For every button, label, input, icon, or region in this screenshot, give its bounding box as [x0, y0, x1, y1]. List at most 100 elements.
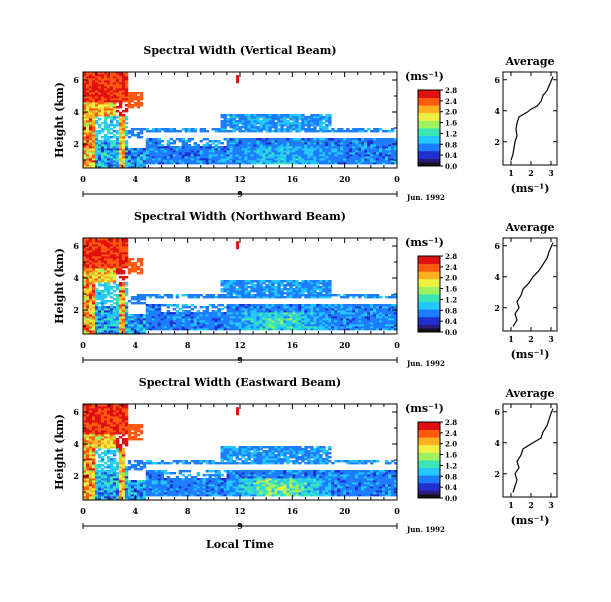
x-tick-label: 0: [394, 174, 400, 184]
heatmap-cell: [215, 296, 218, 298]
heatmap-cell: [131, 296, 134, 298]
x-tick-label: 20: [339, 174, 351, 184]
heatmap-cell: [170, 312, 173, 314]
heatmap-cell: [337, 128, 340, 130]
heatmap-cell: [176, 294, 179, 296]
heatmap-cell: [128, 130, 131, 132]
heatmap-cell: [194, 142, 197, 144]
heatmap-cell: [364, 138, 367, 140]
heatmap-cell: [119, 276, 122, 278]
heatmap-cell: [110, 136, 113, 138]
heatmap-cell: [358, 304, 361, 306]
heatmap-cell: [173, 128, 176, 130]
heatmap-cell: [203, 128, 206, 130]
heatmap-cell: [239, 114, 242, 116]
heatmap-cell: [382, 130, 385, 132]
heatmap-cell: [161, 304, 164, 306]
heatmap-cell: [352, 138, 355, 140]
heatmap-cell: [298, 122, 301, 124]
heatmap-cell: [98, 470, 101, 472]
heatmap-cell: [188, 294, 191, 296]
colorbar-tick-label: 2.0: [445, 274, 457, 283]
heatmap-cell: [274, 280, 277, 282]
heatmap-cell: [176, 130, 179, 132]
heatmap-cell: [98, 118, 101, 120]
heatmap-cell: [107, 136, 110, 138]
heatmap-cell: [173, 308, 176, 310]
heatmap-cell: [304, 116, 307, 118]
heatmap-cell: [155, 128, 158, 130]
heatmap-cell: [134, 102, 137, 104]
heatmap-cell: [239, 280, 242, 282]
heatmap-cell: [116, 294, 119, 296]
x-tick-label: 0: [394, 340, 400, 350]
heatmap-cell: [358, 138, 361, 140]
heatmap-cell: [259, 280, 262, 282]
heatmap-cell: [140, 268, 143, 270]
average-x-tick-label: 1: [508, 334, 514, 344]
heatmap-cell: [367, 294, 370, 296]
average-y-tick-label: 4: [494, 272, 500, 282]
heatmap-cell: [337, 294, 340, 296]
heatmap-cell: [137, 148, 140, 150]
heatmap-cell: [286, 114, 289, 116]
heatmap-cell: [289, 304, 292, 306]
x-tick-label: 16: [287, 340, 299, 350]
heatmap-cell: [221, 304, 224, 306]
average-x-tick-label: 1: [508, 168, 514, 178]
heatmap-cell: [188, 306, 191, 308]
heatmap-cell: [373, 304, 376, 306]
heatmap-cell: [310, 304, 313, 306]
heatmap-cell: [212, 146, 215, 148]
heatmap-cell: [367, 304, 370, 306]
heatmap-cell: [391, 294, 394, 296]
heatmap-cell: [224, 294, 227, 296]
heatmap-cell: [265, 280, 268, 282]
heatmap-cell: [200, 306, 203, 308]
heatmap-cell: [98, 130, 101, 132]
heatmap-cell: [274, 114, 277, 116]
heatmap-cell: [98, 306, 101, 308]
heatmap-cell: [101, 290, 104, 292]
heatmap-cell: [325, 304, 328, 306]
heatmap-cell: [122, 282, 125, 284]
heatmap-cell: [98, 454, 101, 456]
y-tick-label: 4: [73, 107, 79, 117]
heatmap-cell: [110, 292, 113, 294]
heatmap-cell: [236, 280, 239, 282]
heatmap-cell: [277, 138, 280, 140]
y-tick-label: 2: [73, 305, 79, 315]
heatmap-cell: [197, 294, 200, 296]
heatmap-cell: [358, 128, 361, 130]
heatmap-cell: [113, 124, 116, 126]
heatmap-cell: [313, 138, 316, 140]
heatmap-cell: [143, 314, 146, 316]
heatmap-cell: [146, 304, 149, 306]
heatmap-cell: [191, 128, 194, 130]
heatmap-cell: [170, 294, 173, 296]
heatmap-cell: [104, 134, 107, 136]
heatmap-cell: [155, 294, 158, 296]
heatmap-cell: [316, 138, 319, 140]
heatmap-cell: [230, 138, 233, 140]
average-x-label: (ms⁻¹): [511, 182, 550, 195]
heatmap-cell: [376, 138, 379, 140]
panel-title: Spectral Width (Eastward Beam): [139, 376, 341, 389]
heatmap-cell: [95, 302, 98, 304]
heatmap-cell: [286, 288, 289, 290]
heatmap-cell: [224, 312, 227, 314]
heatmap-cell: [140, 148, 143, 150]
heatmap-cell: [218, 308, 221, 310]
heatmap-cell: [140, 128, 143, 130]
heatmap-cell: [343, 138, 346, 140]
heatmap-cell: [313, 114, 316, 116]
heatmap-cell: [289, 280, 292, 282]
heatmap-cell: [122, 114, 125, 116]
heatmap-cell: [170, 128, 173, 130]
heatmap-cell: [367, 138, 370, 140]
heatmap-cell: [247, 114, 250, 116]
colorbar-unit: (ms⁻¹): [405, 70, 444, 83]
heatmap-cell: [158, 304, 161, 306]
